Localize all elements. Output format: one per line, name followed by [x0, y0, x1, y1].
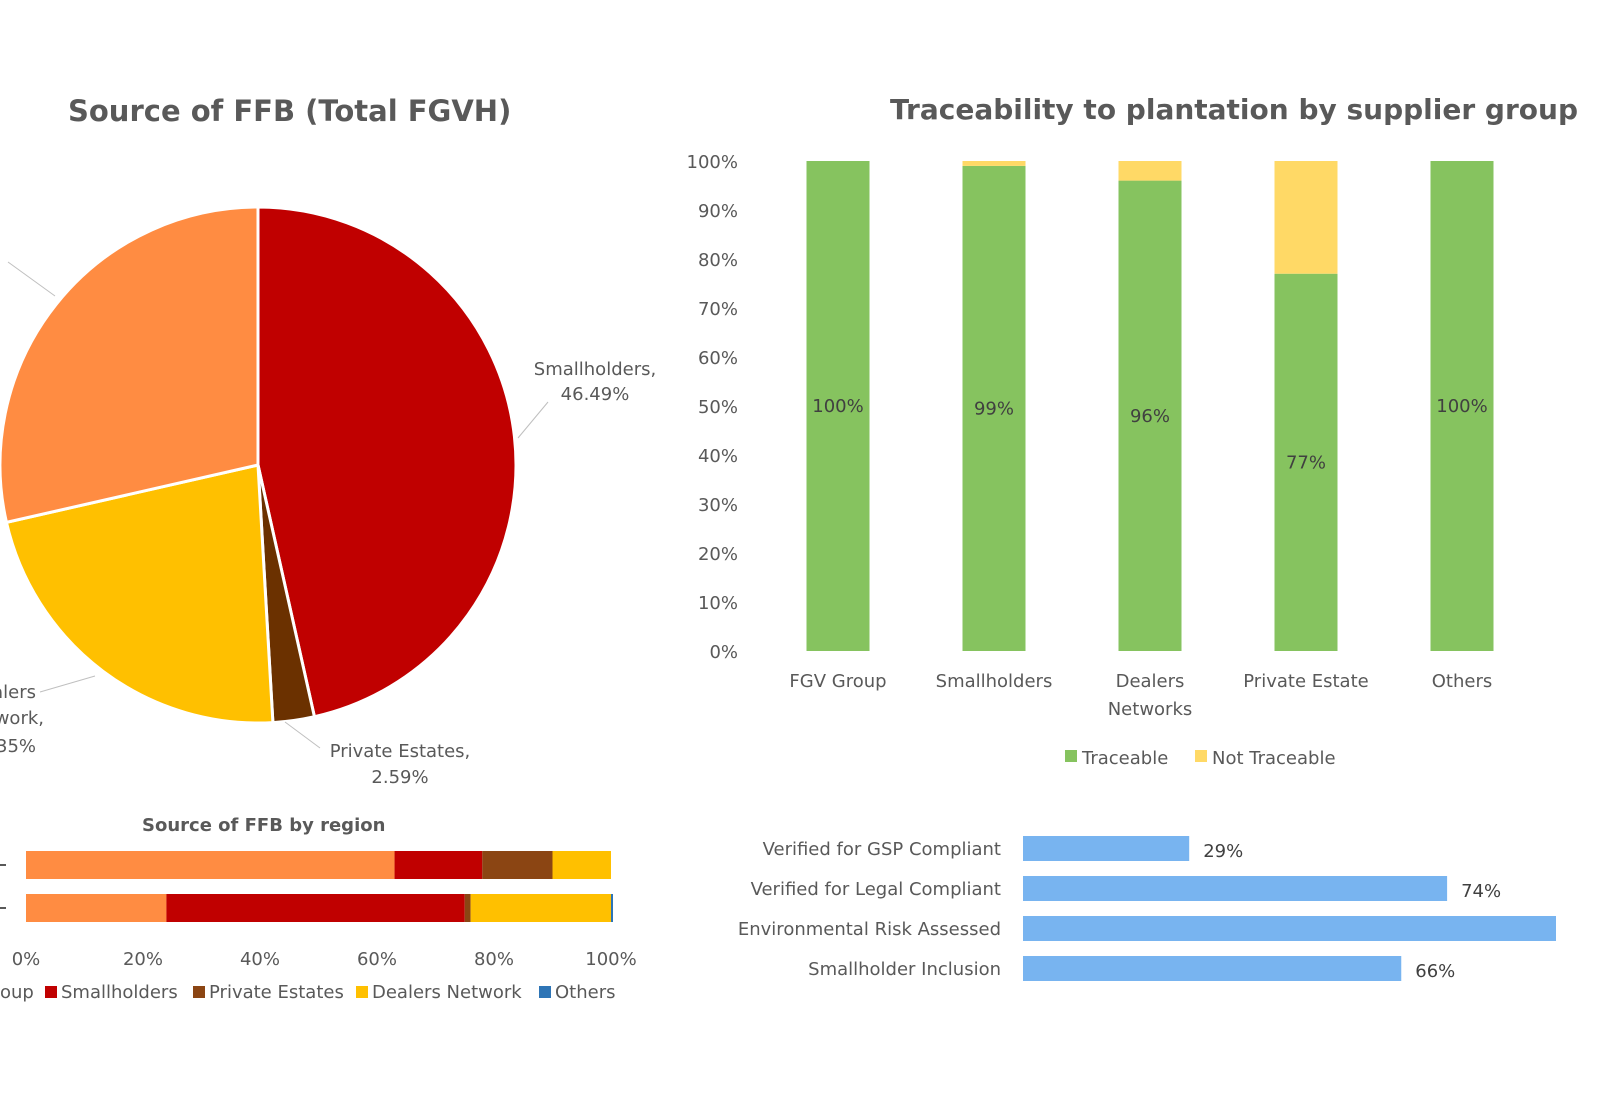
legend-label: Smallholders — [61, 982, 178, 1003]
region-bar-dealers-network — [552, 851, 611, 879]
x-tick-label: Dealers — [1116, 671, 1185, 692]
bar-data-label: 96% — [1130, 406, 1170, 427]
compliance-category-label: Verified for Legal Compliant — [751, 879, 1001, 900]
x-tick-label: Others — [1432, 671, 1493, 692]
compliance-bar — [1023, 956, 1402, 981]
pie-leader-line — [284, 721, 321, 749]
x-tick-label: Private Estate — [1243, 671, 1368, 692]
x-tick-label: FGV Group — [789, 671, 886, 692]
pie-chart-title: Source of FFB (Total FGVH) — [68, 94, 512, 128]
legend-swatch — [1065, 750, 1077, 762]
legend-label: Others — [555, 982, 616, 1003]
legend-swatch — [193, 986, 205, 998]
bar-not-traceable — [1274, 161, 1338, 274]
compliance-bar — [1023, 916, 1556, 941]
x-tick-label: 60% — [357, 949, 397, 970]
region-chart-title: Source of FFB by region — [142, 815, 386, 836]
x-tick-label: 20% — [123, 949, 163, 970]
pie-label-private-estates-value: 2.59% — [371, 767, 428, 788]
region-bar-private-estates — [464, 894, 471, 922]
pie-label-dealers-value: 22.35% — [0, 736, 36, 757]
bar-traceable — [962, 165, 1026, 651]
region-bar-others — [611, 894, 613, 922]
pie-leader-line — [7, 261, 56, 297]
legend-swatch — [1195, 750, 1207, 762]
legend-swatch — [45, 986, 57, 998]
y-tick-label: 70% — [698, 299, 738, 320]
x-tick-label: Networks — [1108, 699, 1193, 720]
bar-data-label: 100% — [812, 396, 863, 417]
legend-label: oup — [0, 982, 34, 1003]
x-tick-label: 80% — [474, 949, 514, 970]
bar-traceable — [1118, 180, 1182, 651]
x-tick-label: 0% — [12, 949, 41, 970]
compliance-bar — [1023, 876, 1448, 901]
pie-slice-fgv-group — [0, 205, 260, 525]
compliance-value-label: 74% — [1461, 881, 1501, 902]
pie-label-private-estates-name: Private Estates, — [330, 741, 471, 762]
bar-not-traceable — [962, 161, 1026, 166]
bar-data-label: 77% — [1286, 452, 1326, 473]
pie-label-smallholders-value: 46.49% — [561, 384, 630, 405]
x-tick-label: Smallholders — [936, 671, 1053, 692]
pie-leader-line — [517, 401, 549, 439]
compliance-category-label: Environmental Risk Assessed — [738, 919, 1001, 940]
pie-label-smallholders-name: Smallholders, — [534, 359, 656, 380]
y-tick-label: 100% — [687, 152, 738, 173]
region-bar-fgv-group — [26, 851, 395, 879]
compliance-category-label: Verified for GSP Compliant — [763, 839, 1001, 860]
compliance-value-label: 29% — [1203, 841, 1243, 862]
region-bar-smallholders — [394, 851, 483, 879]
y-tick-label: 20% — [698, 544, 738, 565]
y-tick-label: 40% — [698, 446, 738, 467]
bar-traceable — [806, 161, 870, 651]
y-tick-label: 30% — [698, 495, 738, 516]
y-tick-label: 90% — [698, 201, 738, 222]
legend-label: Private Estates — [209, 982, 344, 1003]
y-tick-label: 80% — [698, 250, 738, 271]
pie-leader-line — [39, 675, 96, 693]
bar-not-traceable — [1118, 161, 1182, 181]
compliance-category-label: Smallholder Inclusion — [808, 959, 1001, 980]
bar-traceable — [1274, 273, 1338, 651]
traceability-chart-title: Traceability to plantation by supplier g… — [890, 93, 1578, 126]
x-tick-label: 40% — [240, 949, 280, 970]
legend-swatch — [356, 986, 368, 998]
pie-label-dealers-line2: Network, — [0, 708, 44, 729]
region-bar-smallholders — [166, 894, 465, 922]
y-tick-label: 60% — [698, 348, 738, 369]
region-bar-fgv-group — [26, 894, 167, 922]
region-bar-dealers-network — [470, 894, 611, 922]
region-bar-private-estates — [482, 851, 553, 879]
compliance-bar — [1023, 836, 1190, 861]
x-tick-label: 100% — [585, 949, 636, 970]
bar-data-label: 99% — [974, 398, 1014, 419]
bar-traceable — [1430, 161, 1494, 651]
y-tick-label: 10% — [698, 593, 738, 614]
pie-label-dealers-line1: Dealers — [0, 682, 36, 703]
y-tick-label: 0% — [709, 642, 738, 663]
legend-label: Traceable — [1081, 748, 1168, 769]
legend-label: Not Traceable — [1212, 748, 1336, 769]
pie-slice-smallholders — [256, 205, 518, 719]
bar-data-label: 100% — [1436, 396, 1487, 417]
y-tick-label: 50% — [698, 397, 738, 418]
legend-label: Dealers Network — [372, 982, 522, 1003]
pie-slice-dealers-network — [4, 463, 275, 725]
legend-swatch — [539, 986, 551, 998]
compliance-value-label: 66% — [1415, 961, 1455, 982]
